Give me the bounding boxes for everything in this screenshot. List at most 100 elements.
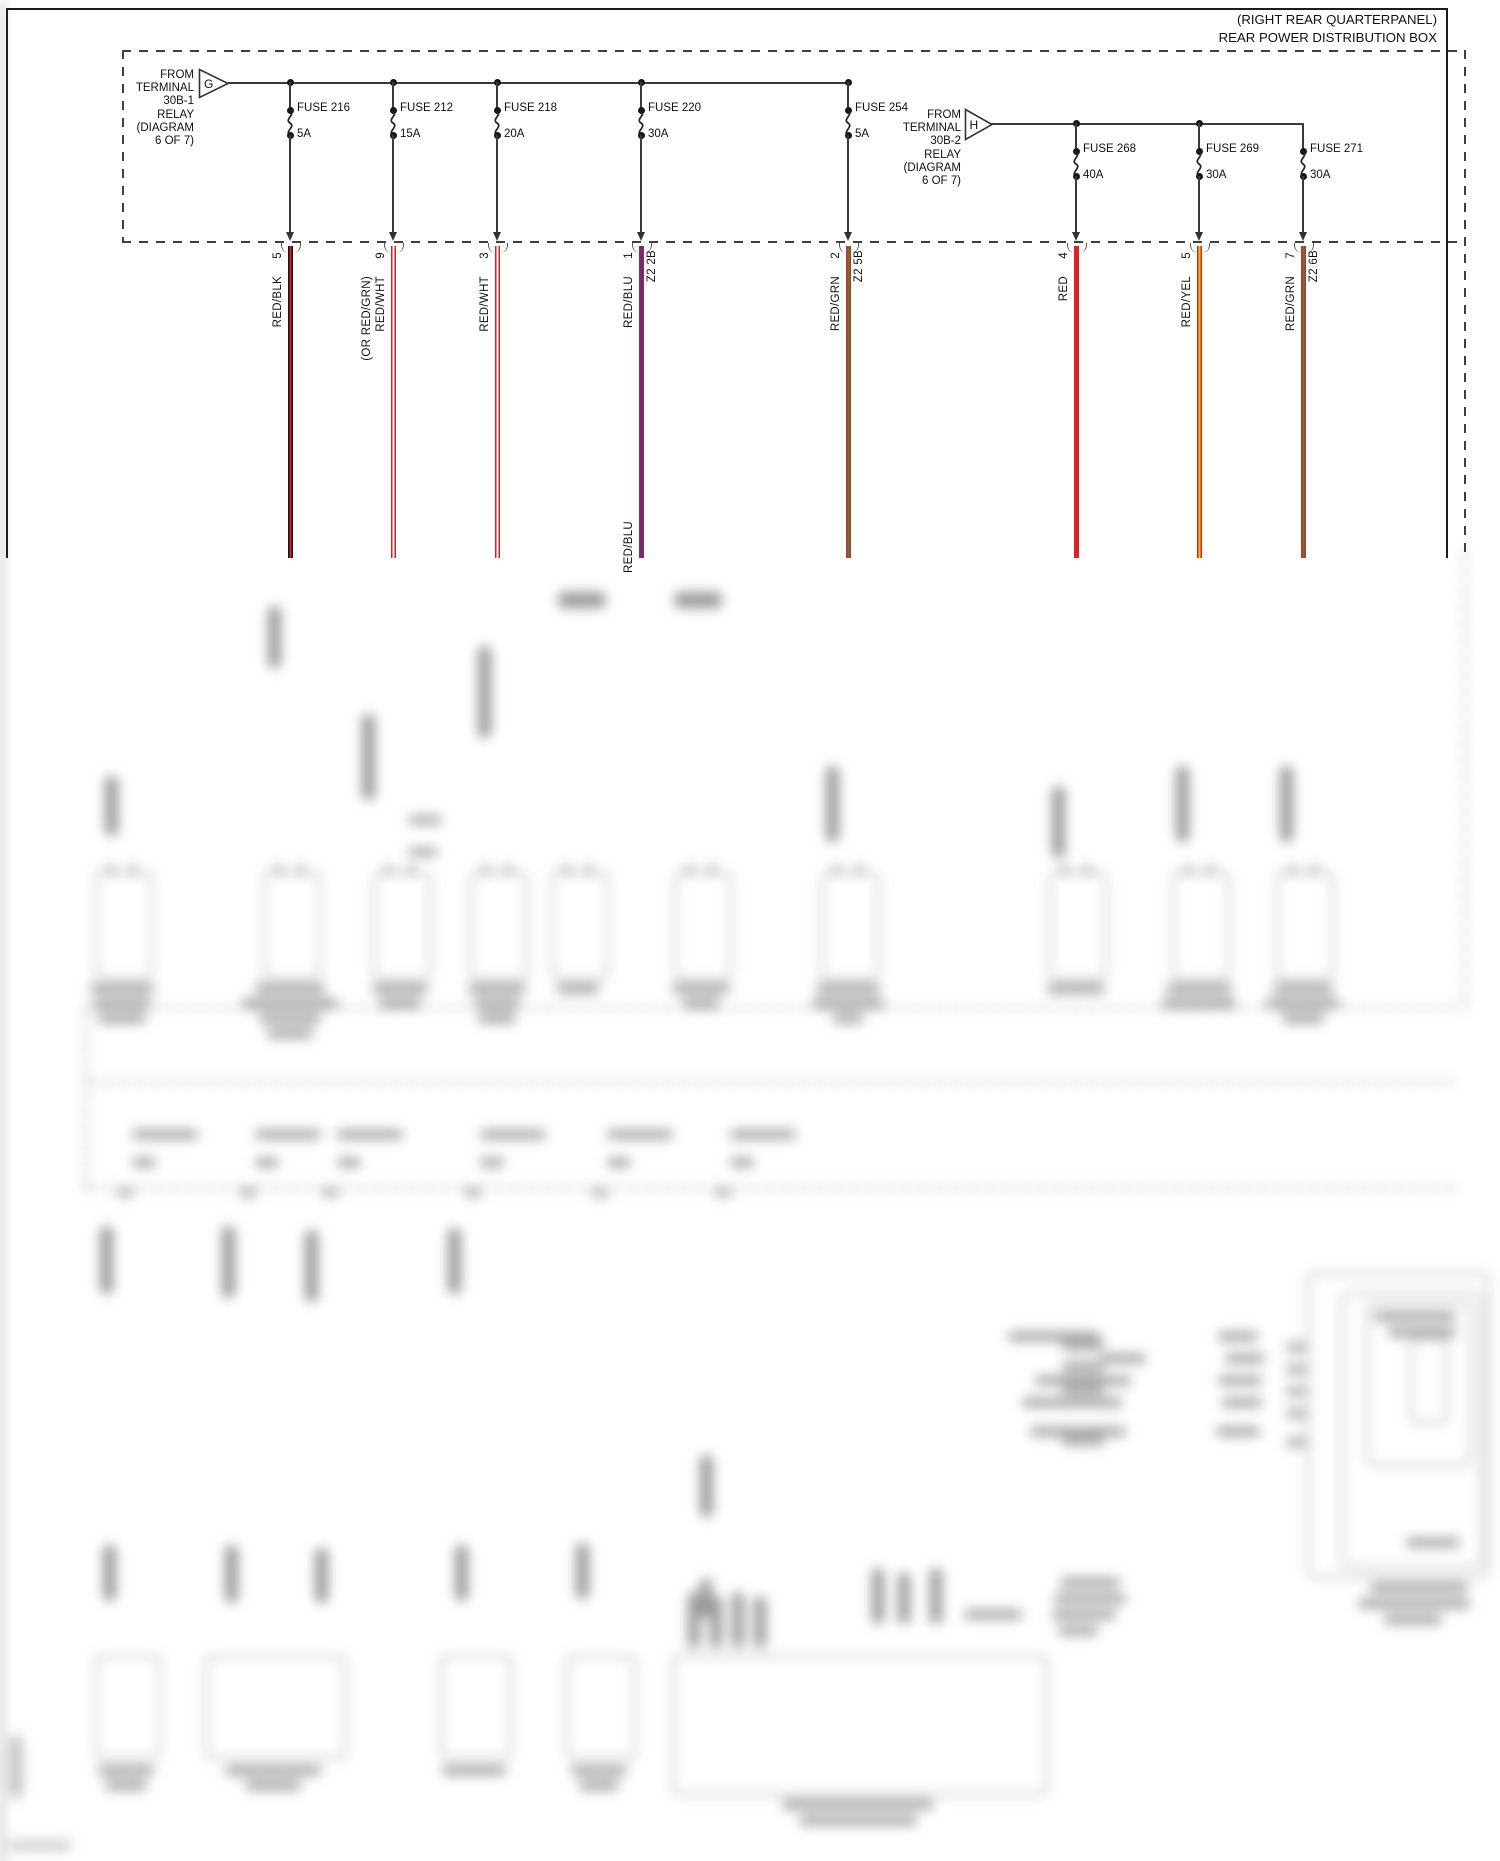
component-box	[263, 872, 321, 980]
label-blob	[481, 866, 491, 874]
label-blob	[1286, 1364, 1306, 1375]
connector-code-blob	[700, 1578, 712, 1618]
fuse-268-arrow-icon	[1071, 232, 1080, 241]
fuse-269-arrow-icon	[1194, 232, 1203, 241]
label-blob	[1060, 866, 1070, 874]
label-blob	[1309, 866, 1319, 874]
label-blob	[255, 984, 325, 993]
diagram-title: (RIGHT REAR QUARTERPANEL) REAR POWER DIS…	[1219, 11, 1437, 46]
connector-code-blob	[898, 1572, 910, 1624]
fuse-212-label: FUSE 212	[400, 102, 454, 114]
label-blob	[322, 1188, 338, 1197]
wire-connector-label: Z2 6B	[1308, 250, 1320, 283]
label-blob	[474, 999, 520, 1008]
label-blob	[242, 999, 338, 1008]
wire-pin-number: 5	[272, 252, 284, 259]
fuse-254-element-icon	[845, 110, 851, 136]
fuse-271-arrow-icon	[1298, 232, 1307, 241]
label-blob	[782, 1800, 934, 1809]
fuse-212-amps: 15A	[400, 128, 421, 140]
label-blob	[1384, 1615, 1442, 1624]
fuse-254-wire	[847, 135, 849, 232]
fuse-269-wire	[1198, 176, 1200, 232]
label-blob	[685, 866, 695, 874]
component-box	[470, 872, 528, 980]
wire-red-grn	[1300, 246, 1306, 558]
label-blob	[592, 1188, 608, 1197]
relay-h-triangle-icon: H	[964, 108, 994, 141]
dashed-border-right-blurred	[1464, 552, 1466, 1010]
label-blob	[730, 1130, 796, 1139]
label-blob	[90, 984, 154, 993]
connector-code-blob	[222, 1226, 235, 1298]
relay-g-triangle-icon: G	[198, 68, 230, 99]
fuse-269-element-icon	[1196, 151, 1202, 177]
label-blob	[1218, 1376, 1262, 1385]
connector-code-blob	[754, 1596, 766, 1648]
wire-red	[1073, 246, 1079, 558]
fuse-212-arrow-icon	[388, 232, 397, 241]
connector-code-blob	[455, 1545, 468, 1601]
label-blob	[1035, 1376, 1131, 1385]
wire-red-yel	[1196, 246, 1202, 558]
wire-pin-number: 5	[1181, 252, 1193, 259]
label-blob	[562, 866, 572, 874]
label-blob	[132, 1158, 156, 1167]
relay-label-line: TERMINAL	[902, 122, 961, 135]
fuse-220-label: FUSE 220	[648, 102, 702, 114]
wire-red-blu	[638, 246, 644, 558]
label-blob	[105, 1781, 147, 1790]
label-blob	[1183, 866, 1193, 874]
label-blob	[1273, 984, 1333, 993]
connector-code-blob	[930, 1568, 942, 1624]
connector-code-blob	[478, 646, 491, 738]
label-blob	[128, 866, 138, 874]
fuse-216-arrow-icon	[285, 232, 294, 241]
wire-color-label: RED/WHT	[479, 276, 491, 332]
connector-code-blob	[700, 1455, 713, 1517]
relay-g-label: FROM TERMINAL 30B-1 RELAY (DIAGRAM 6 OF 7)	[96, 69, 194, 148]
wire-color-label: RED/GRN	[830, 276, 842, 332]
fuse-271-lead	[1302, 123, 1304, 153]
wire-color-label: RED	[1058, 276, 1070, 302]
label-blob	[1282, 1014, 1324, 1023]
wire-color-label: RED/BLK	[272, 276, 284, 328]
fuse-269-lead	[1198, 123, 1200, 153]
label-blob	[1205, 866, 1215, 874]
label-blob	[1286, 1386, 1306, 1397]
relay-label-line: RELAY	[924, 148, 961, 161]
fuse-218-amps: 20A	[504, 128, 525, 140]
connector-code-blob	[732, 1592, 744, 1648]
fuse-220-wire	[640, 135, 642, 232]
fuse-269-label: FUSE 269	[1206, 143, 1260, 155]
connector-code-blob	[674, 592, 722, 608]
connector-code-blob	[315, 1548, 328, 1603]
section-dashed-line	[85, 1007, 1465, 1009]
relay-label-line: (DIAGRAM	[903, 161, 962, 174]
fusebox2-dashed-bottom	[85, 1187, 1462, 1189]
label-blob	[607, 1158, 631, 1167]
fuse-220-element-icon	[638, 110, 644, 136]
label-blob	[225, 1766, 321, 1775]
bus-g	[228, 82, 848, 84]
connector-code-blob	[1280, 766, 1293, 842]
label-blob	[607, 1130, 673, 1139]
fuse-271-amps: 30A	[1310, 169, 1331, 181]
label-blob	[1047, 984, 1105, 993]
label-blob	[1030, 1427, 1126, 1436]
label-blob	[1022, 1398, 1122, 1407]
label-blob	[255, 1158, 279, 1167]
label-blob	[833, 1014, 863, 1023]
label-blob	[480, 1130, 546, 1139]
label-blob	[832, 866, 842, 874]
fuse-254-arrow-icon	[843, 232, 852, 241]
label-blob	[584, 866, 594, 874]
component-box	[1410, 1338, 1448, 1424]
label-blob	[1100, 1354, 1146, 1363]
relay-label-line: FROM	[927, 109, 961, 121]
connector-code-blob	[105, 776, 118, 836]
component-box	[373, 872, 431, 980]
label-blob	[1287, 866, 1297, 874]
label-blob	[1162, 999, 1236, 1008]
